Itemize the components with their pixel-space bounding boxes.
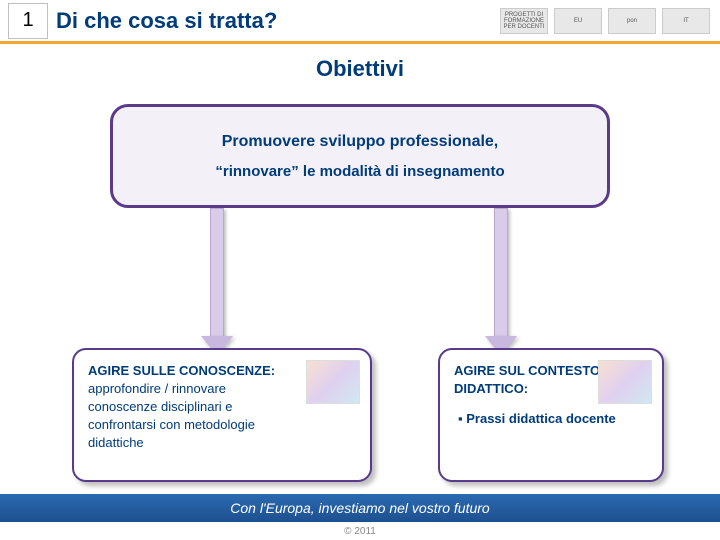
left-sub-box: AGIRE SULLE CONOSCENZE: approfondire / r… [72, 348, 372, 482]
main-objective-box: Promuovere sviluppo professionale, “rinn… [110, 104, 610, 208]
logo-pon: pon [608, 8, 656, 34]
left-box-heading: AGIRE SULLE CONOSCENZE: [88, 363, 275, 378]
slide-footer: Con l'Europa, investiamo nel vostro futu… [0, 494, 720, 540]
main-line-2: “rinnovare” le modalità di insegnamento [215, 163, 504, 180]
header-logos: PROGETTI DI FORMAZIONE PER DOCENTI EU po… [500, 8, 720, 34]
main-line-1: Promuovere sviluppo professionale, [222, 133, 499, 151]
slide-header: 1 Di che cosa si tratta? PROGETTI DI FOR… [0, 0, 720, 44]
right-box-bullet: Prassi didattica docente [454, 411, 648, 426]
connector-left [210, 208, 224, 338]
footer-slogan: Con l'Europa, investiamo nel vostro futu… [0, 494, 720, 522]
footer-copyright: © 2011 [0, 522, 720, 540]
right-sub-box: AGIRE SUL CONTESTO DIDATTICO: Prassi did… [438, 348, 664, 482]
page-number: 1 [8, 3, 48, 39]
logo-it: IT [662, 8, 710, 34]
logo-progetti: PROGETTI DI FORMAZIONE PER DOCENTI [500, 8, 548, 34]
classroom-icon [598, 360, 652, 404]
slide-content: Obiettivi Promuovere sviluppo profession… [0, 56, 720, 506]
logo-eu: EU [554, 8, 602, 34]
left-box-body: approfondire / rinnovare conoscenze disc… [88, 381, 255, 450]
connector-right [494, 208, 508, 338]
slide-title: Di che cosa si tratta? [56, 8, 500, 34]
objectives-heading: Obiettivi [0, 56, 720, 82]
books-icon [306, 360, 360, 404]
right-box-list: Prassi didattica docente [454, 411, 648, 426]
